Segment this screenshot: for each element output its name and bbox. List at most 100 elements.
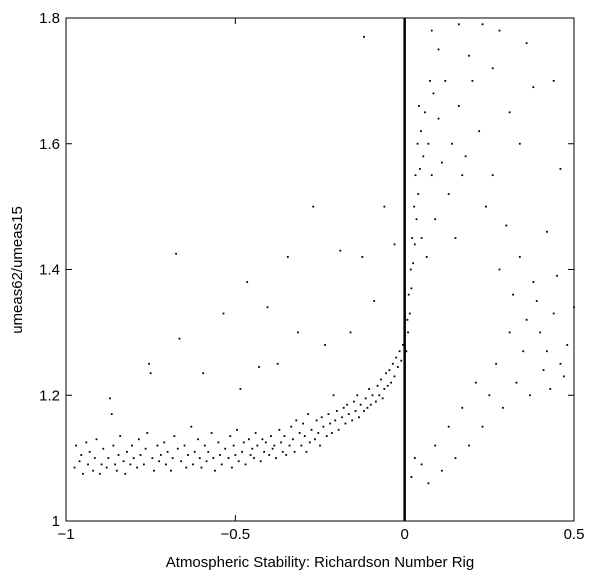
data-point [170, 469, 172, 472]
data-point [393, 375, 396, 378]
data-point [432, 92, 435, 95]
data-point [210, 432, 213, 434]
data-point [410, 287, 413, 290]
data-point [268, 454, 271, 456]
data-point [363, 35, 365, 38]
data-point [416, 142, 419, 145]
data-point [73, 466, 76, 469]
data-point [142, 463, 145, 466]
data-point [427, 142, 430, 145]
data-point [552, 79, 555, 82]
x-tick-label: −0.5 [221, 526, 251, 543]
data-point [305, 450, 308, 453]
data-point [159, 454, 162, 456]
data-point [100, 463, 103, 466]
data-point [88, 450, 91, 453]
data-point [552, 312, 555, 315]
data-point [266, 306, 269, 309]
data-point [137, 438, 140, 441]
data-point [207, 450, 210, 453]
data-point [556, 274, 558, 277]
data-point [342, 406, 345, 409]
data-point [498, 29, 501, 32]
data-point [413, 457, 416, 460]
data-point [224, 447, 227, 450]
data-point [264, 441, 267, 444]
y-tick-label: 1.8 [39, 10, 60, 27]
x-tick-label: 0.5 [564, 526, 585, 543]
data-point [322, 425, 325, 428]
data-point [298, 432, 301, 434]
y-tick-label: 1.6 [39, 136, 60, 153]
data-point [461, 174, 464, 177]
data-point [163, 441, 166, 444]
data-point [151, 457, 154, 460]
data-point [175, 252, 177, 255]
data-point [214, 469, 216, 472]
data-point [165, 463, 167, 466]
data-point [276, 362, 279, 365]
data-point [261, 438, 264, 441]
data-point [332, 394, 335, 397]
data-point [358, 416, 360, 419]
data-point [183, 444, 186, 447]
data-point [237, 460, 240, 463]
data-point [352, 400, 355, 403]
data-point [369, 403, 372, 406]
data-point [408, 312, 411, 315]
data-point [200, 466, 203, 469]
data-point [178, 337, 181, 340]
data-point [193, 450, 196, 453]
data-point [114, 463, 117, 466]
data-point [437, 48, 440, 51]
data-point [532, 281, 535, 283]
data-point [573, 306, 575, 309]
data-point [149, 372, 152, 375]
data-point [383, 205, 386, 208]
data-point [374, 400, 377, 403]
data-point [402, 344, 404, 346]
data-point [407, 331, 409, 334]
data-point [171, 457, 174, 460]
data-point [454, 457, 457, 460]
x-axis-label: Atmospheric Stability: Richardson Number… [166, 554, 474, 571]
data-point [109, 397, 111, 400]
data-point [361, 256, 364, 258]
data-point [156, 444, 159, 447]
y-tick-label: 1.4 [39, 262, 60, 279]
data-point [425, 256, 428, 258]
data-point [559, 362, 562, 365]
data-point [422, 155, 425, 158]
data-point [454, 237, 457, 239]
data-point [288, 444, 291, 447]
x-axis-ticks: −1 −0.5 0 0.5 [57, 18, 584, 543]
data-point [532, 86, 535, 89]
data-point [549, 388, 552, 390]
data-point [430, 29, 433, 32]
data-point [434, 444, 437, 447]
data-point [217, 441, 220, 444]
y-axis-label: umeas62/umeas15 [9, 206, 26, 334]
data-point [315, 419, 318, 422]
data-point [346, 403, 348, 406]
data-point [295, 419, 298, 422]
data-point [535, 300, 538, 302]
data-point [317, 432, 320, 434]
data-point [232, 444, 235, 447]
data-point [437, 117, 440, 120]
data-point [518, 142, 521, 145]
data-point [447, 425, 450, 428]
data-point [241, 450, 244, 453]
data-point [236, 428, 238, 431]
data-point [356, 394, 359, 397]
data-point [229, 435, 232, 438]
data-point [491, 67, 494, 70]
data-point [347, 413, 350, 416]
data-point [117, 454, 120, 456]
data-point [185, 466, 188, 469]
data-point [153, 469, 155, 472]
data-point [124, 472, 127, 475]
data-point [259, 460, 262, 463]
data-point [409, 268, 412, 271]
data-point [202, 372, 205, 375]
